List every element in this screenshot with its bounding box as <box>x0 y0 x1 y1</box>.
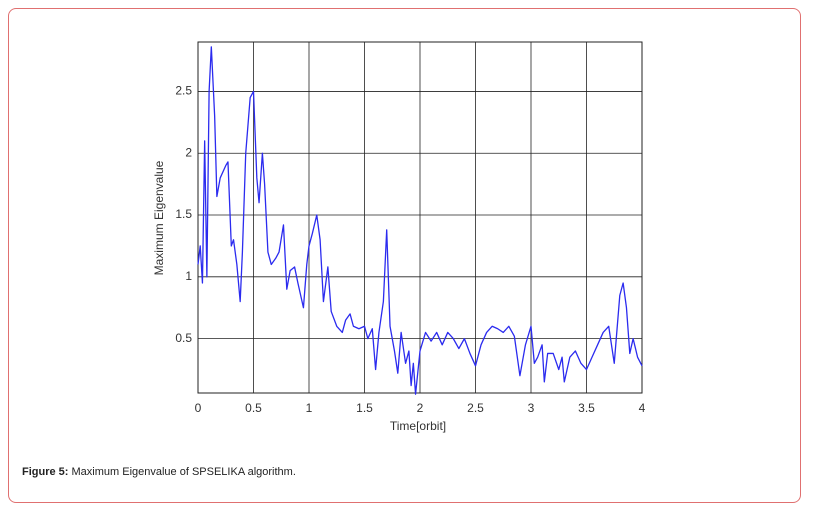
x-tick-label: 4 <box>639 401 646 415</box>
x-tick-label: 2 <box>417 401 424 415</box>
x-tick-label: 1 <box>306 401 313 415</box>
y-tick-label: 0.5 <box>175 331 192 345</box>
caption: Figure 5: Maximum Eigenvalue of SPSELIKA… <box>22 466 296 478</box>
y-tick-label: 1 <box>185 269 192 283</box>
y-tick-label: 2.5 <box>175 84 192 98</box>
x-tick-label: 0.5 <box>245 401 262 415</box>
data-line <box>197 46 643 395</box>
x-axis-label: Time[orbit] <box>390 419 446 433</box>
x-tick-label: 3.5 <box>578 401 595 415</box>
x-tick-label: 1.5 <box>356 401 373 415</box>
caption-label: Figure 5: <box>22 466 69 478</box>
caption-text: Maximum Eigenvalue of SPSELIKA algorithm… <box>71 466 296 478</box>
y-tick-label: 2 <box>185 145 192 159</box>
figure-card <box>8 8 801 503</box>
x-tick-label: 0 <box>195 401 202 415</box>
x-tick-label: 3 <box>528 401 535 415</box>
y-axis-label: Maximum Eigenvalue <box>152 160 166 275</box>
x-tick-label: 2.5 <box>467 401 484 415</box>
y-tick-label: 1.5 <box>175 207 192 221</box>
